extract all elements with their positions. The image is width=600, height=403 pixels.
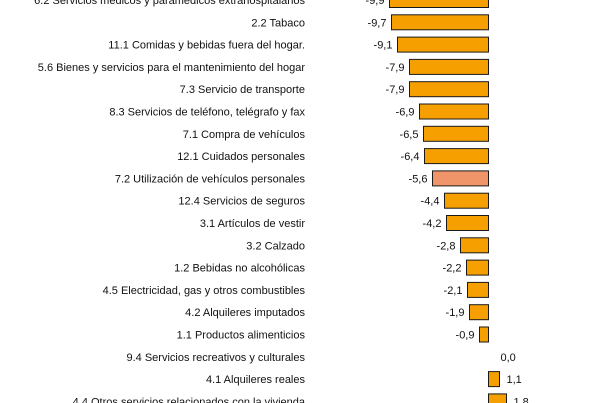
- category-label: 4.4 Otros servicios relacionados con la …: [73, 396, 306, 403]
- value-labels: -9,9 -9,7 -9,1 -7,9 -7,9 -6,9 -6,5 -6,4 -5,6 -4,4…: [366, 0, 529, 403]
- value-label: -7,9: [386, 84, 405, 96]
- bar: [423, 125, 489, 142]
- bar: [466, 259, 489, 276]
- value-label: -2,1: [444, 285, 463, 297]
- category-label: 5.6 Bienes y servicios para el mantenimi…: [38, 62, 306, 74]
- category-label: 3.1 Artículos de vestir: [200, 218, 305, 230]
- bar: [419, 103, 489, 120]
- value-label: -2,8: [437, 240, 456, 252]
- value-label: 0,0: [501, 352, 516, 364]
- value-label: 1,1: [507, 374, 522, 386]
- category-label: 12.4 Servicios de seguros: [178, 196, 305, 208]
- bar: [409, 81, 489, 98]
- bar: [467, 281, 489, 298]
- value-label: -2,2: [443, 263, 462, 275]
- category-label: 9.4 Servicios recreativos y culturales: [126, 352, 305, 364]
- category-label: 12.1 Cuidados personales: [177, 151, 305, 163]
- value-label: 1,8: [514, 396, 529, 403]
- bar: [479, 326, 489, 343]
- bar: [460, 237, 489, 254]
- value-label: -0,9: [456, 330, 475, 342]
- value-label: -4,2: [423, 218, 442, 230]
- category-label: 7.2 Utilización de vehículos personales: [115, 173, 306, 185]
- category-label: 1.2 Bebidas no alcohólicas: [174, 263, 305, 275]
- bar: [397, 36, 489, 53]
- value-label: -6,4: [401, 151, 420, 163]
- bar: [409, 58, 489, 75]
- bar: [446, 215, 489, 231]
- category-label: 7.3 Servicio de transporte: [180, 84, 305, 96]
- bar: [432, 170, 489, 187]
- value-label: -6,5: [400, 129, 419, 141]
- category-label: 8.3 Servicios de teléfono, telégrafo y f…: [109, 107, 305, 119]
- value-label: -4,4: [421, 196, 440, 208]
- value-label: -9,7: [368, 17, 387, 29]
- category-label: 7.1 Compra de vehículos: [183, 129, 306, 141]
- bar: [488, 393, 507, 403]
- value-label: -1,9: [446, 307, 465, 319]
- bar: [389, 0, 489, 8]
- value-label: -6,9: [396, 107, 415, 119]
- bars: [389, 0, 507, 403]
- category-label: 11.1 Comidas y bebidas fuera del hogar.: [108, 40, 305, 52]
- bar: [424, 148, 489, 165]
- value-label: -7,9: [386, 62, 405, 74]
- category-label: 4.2 Alquileres imputados: [185, 307, 305, 319]
- value-label: -5,6: [409, 173, 428, 185]
- value-label: -9,1: [374, 40, 393, 52]
- bar: [488, 371, 500, 388]
- category-label: 2.2 Tabaco: [251, 17, 305, 29]
- category-label: 4.1 Alquileres reales: [206, 374, 306, 386]
- category-label: 4.5 Electricidad, gas y otros combustibl…: [103, 285, 306, 297]
- bar: [444, 192, 489, 209]
- bar: [391, 14, 489, 31]
- category-label: 3.2 Calzado: [246, 240, 305, 252]
- category-label: 1.1 Productos alimenticios: [177, 330, 306, 342]
- bar: [469, 304, 489, 321]
- category-labels: 6.2 Servicios médicos y paramédicos extr…: [34, 0, 306, 403]
- category-label: 6.2 Servicios médicos y paramédicos extr…: [34, 0, 305, 7]
- value-label: -9,9: [366, 0, 385, 7]
